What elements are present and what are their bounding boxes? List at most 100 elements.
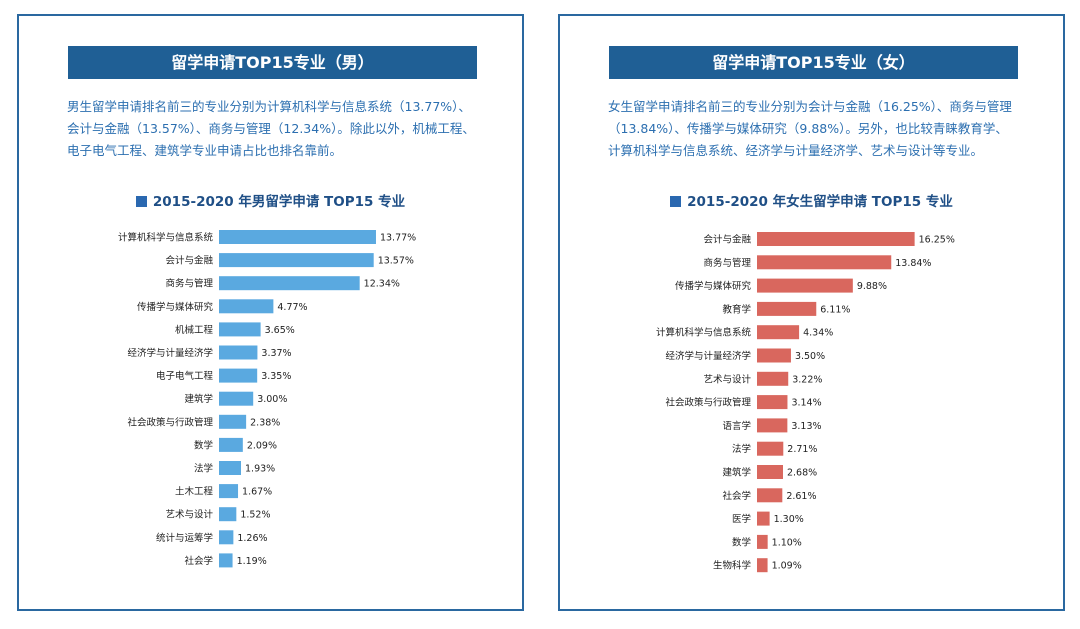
category-label: 数学 (194, 439, 213, 451)
female-chart-title-text: 2015-2020 年女生留学申请 TOP15 专业 (687, 194, 953, 210)
male-panel: 留学申请TOP15专业（男） 男生留学申请排名前三的专业分别为计算机科学与信息系… (17, 14, 524, 611)
male-description: 男生留学申请排名前三的专业分别为计算机科学与信息系统（13.77%）、会计与金融… (67, 99, 475, 158)
category-label: 艺术与设计 (703, 373, 751, 385)
value-label: 1.26% (237, 533, 267, 544)
square-bullet-icon (135, 196, 147, 207)
bar (219, 230, 376, 244)
category-label: 建筑学 (722, 467, 751, 479)
bar (219, 507, 237, 522)
bar (219, 461, 242, 475)
value-label: 6.11% (820, 304, 850, 315)
category-label: 电子电气工程 (156, 370, 214, 382)
bar (219, 345, 258, 360)
bar (219, 484, 239, 499)
category-label: 计算机科学与信息系统 (118, 232, 214, 244)
value-label: 2.09% (247, 440, 277, 451)
category-label: 医学 (732, 513, 751, 525)
square-bullet-icon (670, 196, 682, 207)
bar (757, 465, 783, 479)
category-label: 社会学 (722, 490, 751, 502)
bar (219, 368, 258, 383)
value-label: 4.34% (803, 328, 833, 339)
value-label: 3.22% (792, 374, 822, 385)
female-bar-chart: 会计与金融 16.25% 商务与管理 13.84% 传播学与媒体研究 9.88% 教育学 6.… (656, 232, 955, 573)
category-label: 艺术与设计 (165, 509, 213, 521)
value-label: 3.50% (795, 351, 825, 362)
value-label: 9.88% (857, 281, 887, 292)
category-label: 建筑学 (184, 393, 213, 405)
value-label: 12.34% (364, 279, 400, 290)
category-label: 会计与金融 (165, 255, 213, 267)
bar (219, 553, 233, 568)
category-label: 生物科学 (713, 560, 751, 572)
value-label: 1.30% (774, 514, 804, 525)
bar (757, 488, 783, 503)
value-label: 3.65% (265, 325, 295, 336)
category-label: 社会政策与行政管理 (665, 397, 751, 409)
bar (757, 395, 788, 410)
category-label: 会计与金融 (703, 234, 751, 246)
bar (757, 301, 817, 316)
category-label: 统计与运筹学 (156, 532, 213, 544)
bar (757, 371, 789, 386)
value-label: 13.77% (380, 233, 416, 244)
bar (757, 232, 915, 246)
value-label: 1.10% (772, 537, 802, 548)
category-label: 商务与管理 (165, 278, 213, 290)
category-label: 计算机科学与信息系统 (656, 327, 752, 339)
female-panel: 留学申请TOP15专业（女） 女生留学申请排名前三的专业分别为会计与金融（16.… (558, 14, 1065, 611)
category-label: 社会学 (184, 555, 213, 567)
bar (757, 278, 853, 293)
category-label: 经济学与计量经济学 (665, 350, 751, 362)
category-label: 经济学与计量经济学 (127, 347, 213, 359)
value-label: 1.19% (237, 556, 267, 567)
category-label: 教育学 (722, 303, 751, 315)
category-label: 数学 (732, 536, 751, 548)
bar (219, 391, 254, 406)
value-label: 1.67% (242, 487, 272, 498)
bar (757, 534, 768, 549)
male-chart-title: 2015-2020 年男留学申请 TOP15 专业 (19, 190, 522, 210)
value-label: 3.37% (261, 348, 291, 359)
bar (219, 276, 360, 291)
category-label: 传播学与媒体研究 (137, 301, 214, 313)
category-label: 法学 (194, 463, 213, 475)
value-label: 1.09% (772, 561, 802, 572)
value-label: 2.61% (786, 491, 816, 502)
value-label: 2.38% (250, 417, 280, 428)
bar (757, 441, 784, 456)
value-label: 1.52% (240, 510, 270, 521)
value-label: 2.68% (787, 468, 817, 479)
bar (757, 511, 770, 526)
female-description: 女生留学申请排名前三的专业分别为会计与金融（16.25%）、商务与管理（13.8… (608, 99, 1012, 158)
female-chart-title: 2015-2020 年女生留学申请 TOP15 专业 (560, 190, 1063, 210)
bar (757, 558, 768, 573)
bar (757, 348, 791, 363)
bar (219, 253, 374, 268)
bar (219, 437, 243, 452)
male-bar-chart: 计算机科学与信息系统 13.77% 会计与金融 13.57% 商务与管理 12.34% 传播… (118, 230, 416, 568)
value-label: 13.84% (895, 258, 931, 269)
bar (757, 255, 892, 270)
value-label: 3.35% (261, 371, 291, 382)
category-label: 语言学 (722, 420, 751, 432)
male-header: 留学申请TOP15专业（男） (68, 46, 477, 79)
bar (757, 325, 800, 340)
category-label: 法学 (732, 443, 751, 455)
value-label: 3.13% (791, 421, 821, 432)
value-label: 2.71% (787, 444, 817, 455)
value-label: 3.00% (257, 394, 287, 405)
category-label: 机械工程 (175, 324, 214, 336)
bar (219, 530, 234, 545)
bar (219, 322, 261, 337)
category-label: 商务与管理 (703, 257, 751, 269)
value-label: 3.14% (791, 398, 821, 409)
bar (219, 299, 274, 314)
category-label: 传播学与媒体研究 (675, 280, 752, 292)
value-label: 13.57% (378, 256, 414, 267)
value-label: 16.25% (919, 235, 955, 246)
female-header: 留学申请TOP15专业（女） (609, 46, 1018, 79)
category-label: 社会政策与行政管理 (127, 416, 213, 428)
value-label: 4.77% (277, 302, 307, 313)
bar (757, 418, 788, 433)
